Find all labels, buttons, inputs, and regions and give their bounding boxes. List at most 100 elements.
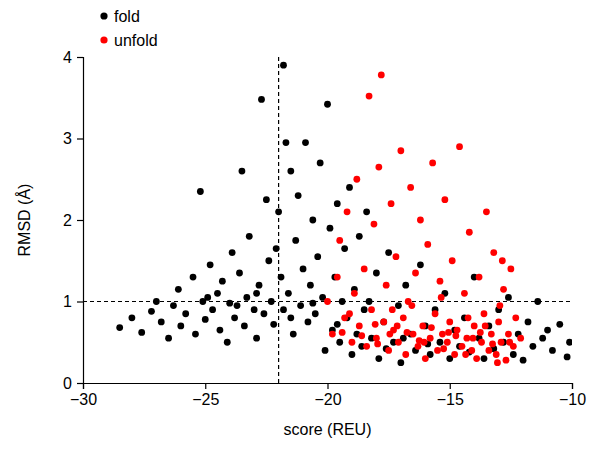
tick: 2 — [63, 212, 83, 229]
legend-label: fold — [114, 8, 140, 25]
point — [349, 351, 356, 358]
point — [397, 147, 404, 154]
point — [339, 329, 346, 336]
point — [385, 249, 392, 256]
point — [307, 282, 314, 289]
point — [410, 331, 417, 338]
point — [372, 321, 379, 328]
point — [544, 327, 551, 334]
point — [389, 306, 396, 313]
point — [138, 329, 145, 336]
point — [439, 331, 446, 338]
tick-mark — [450, 383, 451, 389]
point — [170, 302, 177, 309]
point — [234, 302, 241, 309]
point — [324, 101, 331, 108]
point — [175, 286, 182, 293]
point — [339, 298, 346, 305]
point — [441, 196, 448, 203]
x-axis-title: score (REU) — [283, 421, 371, 438]
point — [465, 314, 472, 321]
point — [209, 306, 216, 313]
point — [309, 217, 316, 224]
point — [324, 298, 331, 305]
point — [334, 274, 341, 281]
point — [336, 237, 343, 244]
point — [373, 335, 380, 342]
point — [505, 294, 512, 301]
point — [517, 335, 524, 342]
point — [366, 93, 373, 100]
point — [217, 327, 224, 334]
point — [385, 347, 392, 354]
point — [153, 298, 160, 305]
reference-line — [278, 57, 279, 383]
point — [270, 321, 277, 328]
chart: −30−25−20−15−1001234score (REU)RMSD (Å)f… — [0, 0, 592, 457]
point — [263, 196, 270, 203]
point — [158, 318, 165, 325]
point — [363, 208, 370, 215]
point — [459, 343, 466, 350]
tick-mark — [205, 383, 206, 389]
tick: 0 — [63, 375, 83, 392]
point — [280, 306, 287, 313]
point — [356, 323, 363, 330]
point — [415, 343, 422, 350]
point — [408, 302, 415, 309]
point — [386, 331, 393, 338]
tick-label: 4 — [63, 49, 72, 66]
point — [148, 308, 155, 315]
y-axis: 01234 — [63, 49, 83, 392]
point — [510, 351, 517, 358]
point — [417, 217, 424, 224]
legend-swatch — [100, 36, 107, 43]
point — [265, 257, 272, 264]
point — [427, 335, 434, 342]
point — [400, 314, 407, 321]
point — [258, 96, 265, 103]
point — [214, 290, 221, 297]
point — [256, 282, 263, 289]
point — [478, 339, 485, 346]
point — [116, 324, 123, 331]
point — [520, 357, 527, 364]
tick: 4 — [63, 49, 83, 66]
point — [471, 323, 478, 330]
point — [445, 329, 452, 336]
point — [481, 310, 488, 317]
point — [483, 208, 490, 215]
point — [236, 270, 243, 277]
point — [358, 332, 365, 339]
point — [253, 335, 260, 342]
point — [229, 249, 236, 256]
point — [177, 323, 184, 330]
point — [419, 323, 426, 330]
point — [496, 302, 503, 309]
point — [361, 266, 368, 273]
point — [407, 184, 414, 191]
point — [356, 233, 363, 240]
point — [477, 329, 484, 336]
tick-mark — [77, 57, 83, 58]
point — [374, 340, 381, 347]
point — [246, 233, 253, 240]
point — [564, 354, 571, 361]
point — [371, 221, 378, 228]
legend-label: unfold — [114, 32, 158, 49]
point — [253, 290, 260, 297]
point — [317, 160, 324, 167]
tick-label: 3 — [63, 130, 72, 147]
point — [231, 314, 238, 321]
point — [283, 139, 290, 146]
point — [461, 290, 468, 297]
tick: −25 — [192, 383, 219, 408]
point — [346, 310, 353, 317]
point — [451, 351, 458, 358]
point — [463, 335, 470, 342]
point — [394, 323, 401, 330]
point — [494, 359, 501, 366]
point — [251, 306, 258, 313]
axis-line — [84, 384, 573, 390]
point — [454, 327, 461, 334]
